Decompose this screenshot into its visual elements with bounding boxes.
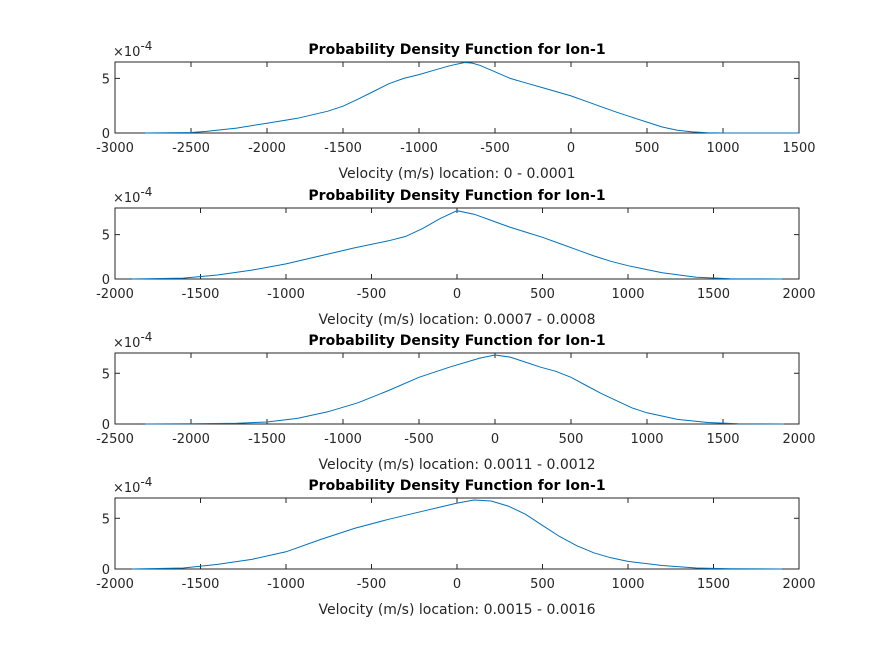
x-tick-label: -3000 [96,141,134,156]
multiplier-exponent: -4 [140,39,152,53]
x-tick-label: 2000 [782,432,815,447]
y-tick-label: 5 [102,72,110,87]
chart-title: Probability Density Function for Ion-1 [308,478,605,494]
pdf-series-line [132,210,782,280]
x-axis-label: Velocity (m/s) location: 0 - 0.0001 [339,166,576,182]
y-axis-multiplier: ×10-4 [113,185,152,206]
x-tick-label: 2000 [782,577,815,592]
y-axis-multiplier: ×10-4 [113,39,152,60]
x-tick-label: 500 [530,577,555,592]
x-tick-label: -2000 [96,287,134,302]
x-tick-label: 500 [635,141,660,156]
y-tick-label: 0 [102,418,110,433]
pdf-series-line [145,354,784,425]
axes-box [114,352,800,425]
x-tick-label: -1500 [248,432,286,447]
y-tick-label: 5 [102,512,110,527]
x-tick-label: -2500 [172,141,210,156]
x-tick-label: -1500 [182,287,220,302]
chart-title: Probability Density Function for Ion-1 [308,42,605,58]
multiplier-exponent: -4 [140,185,152,199]
x-tick-label: -2500 [96,432,134,447]
x-tick-label: -500 [480,141,510,156]
x-tick-label: 1000 [611,287,644,302]
pdf-series-line [132,499,782,570]
pdf-series-line [145,61,799,134]
subplot-1: -3000 -2500 -2000 -1500 -1000 -500 0 500 1000 150… [96,39,815,182]
axes-box [114,61,800,134]
x-tick-label: 1500 [706,432,739,447]
x-tick-label: -1500 [182,577,220,592]
y-tick-label: 0 [102,273,110,288]
subplot-panels: -3000 -2500 -2000 -1500 -1000 -500 0 500 1000 150… [96,39,815,618]
x-tick-label: -1500 [324,141,362,156]
x-axis-label: Velocity (m/s) location: 0.0007 - 0.0008 [318,312,595,328]
x-tick-label: 500 [530,287,555,302]
x-tick-label: 0 [453,577,461,592]
x-tick-label: 2000 [782,287,815,302]
x-tick-label: -2000 [248,141,286,156]
x-tick-label: 500 [559,432,584,447]
y-tick-label: 5 [102,229,110,244]
subplot-4: -2000 -1500 -1000 -500 0 500 1000 1500 2000 0 5 ×10… [96,475,815,618]
x-tick-label: 1000 [611,577,644,592]
multiplier-exponent: -4 [140,475,152,489]
chart-title: Probability Density Function for Ion-1 [308,333,605,349]
y-axis-multiplier: ×10-4 [113,475,152,496]
x-tick-label: 0 [491,432,499,447]
x-tick-label: -500 [357,287,387,302]
x-tick-label: -500 [357,577,387,592]
x-tick-label: 0 [567,141,575,156]
x-tick-label: 1500 [782,141,815,156]
x-tick-label: 1500 [697,577,730,592]
x-tick-label: 1000 [630,432,663,447]
x-tick-label: -2000 [172,432,210,447]
x-tick-label: -1000 [267,577,305,592]
x-axis-label: Velocity (m/s) location: 0.0011 - 0.0012 [318,457,595,473]
multiplier-base: ×10 [113,481,140,496]
chart-title: Probability Density Function for Ion-1 [308,188,605,204]
multiplier-base: ×10 [113,336,140,351]
multiplier-base: ×10 [113,191,140,206]
x-tick-label: -2000 [96,577,134,592]
x-tick-label: 1500 [697,287,730,302]
y-axis-multiplier: ×10-4 [113,330,152,351]
y-tick-label: 0 [102,127,110,142]
x-tick-label: -500 [404,432,434,447]
x-tick-label: 1000 [706,141,739,156]
x-tick-label: 0 [453,287,461,302]
subplot-2: -2000 -1500 -1000 -500 0 500 1000 1500 2000 0 5 ×10… [96,185,815,328]
x-tick-label: -1000 [267,287,305,302]
y-tick-label: 5 [102,367,110,382]
x-tick-label: -1000 [400,141,438,156]
multiplier-base: ×10 [113,45,140,60]
x-axis-label: Velocity (m/s) location: 0.0015 - 0.0016 [318,602,595,618]
multiplier-exponent: -4 [140,330,152,344]
subplot-3: -2500 -2000 -1500 -1000 -500 0 500 1000 1500 2000… [96,330,815,473]
x-tick-label: -1000 [324,432,362,447]
y-tick-label: 0 [102,563,110,578]
